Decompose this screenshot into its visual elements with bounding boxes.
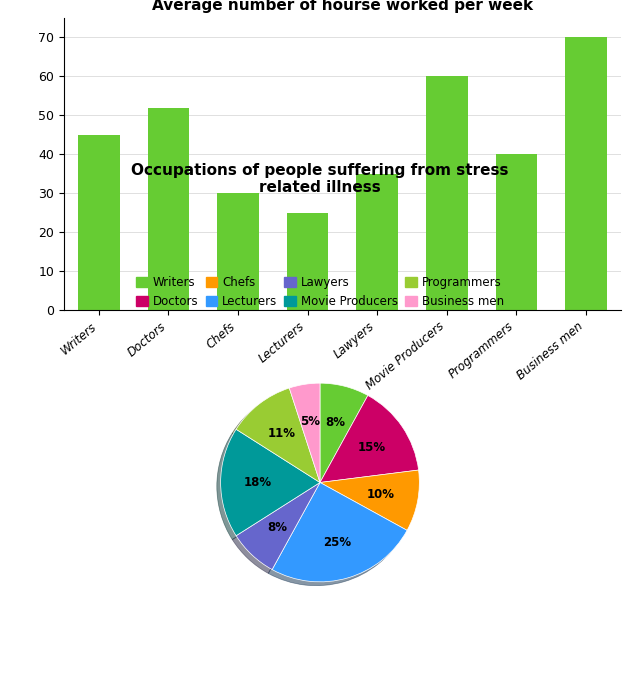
Text: 8%: 8% [268,522,287,534]
Text: 10%: 10% [367,488,395,500]
Wedge shape [289,383,320,482]
Wedge shape [236,482,320,570]
Wedge shape [320,395,419,482]
Wedge shape [221,429,320,536]
Text: 5%: 5% [300,414,320,428]
Bar [217,193,259,310]
Bar [565,38,607,310]
Title: Occupations of people suffering from stress
related illness: Occupations of people suffering from str… [131,162,509,195]
Bar [147,108,189,310]
Bar [287,213,328,310]
Wedge shape [320,470,419,531]
Text: 25%: 25% [323,536,351,549]
Bar [426,76,468,310]
Text: 15%: 15% [357,441,385,454]
Bar [356,174,398,310]
Text: 8%: 8% [326,416,346,429]
Title: Average number of hourse worked per week: Average number of hourse worked per week [152,0,533,13]
Text: 18%: 18% [244,476,272,489]
Bar [495,154,538,310]
Bar [78,135,120,310]
Text: 11%: 11% [268,427,296,440]
Legend: Writers, Doctors, Chefs, Lecturers, Lawyers, Movie Producers, Programmers, Busin: Writers, Doctors, Chefs, Lecturers, Lawy… [132,271,508,312]
Wedge shape [272,482,407,582]
Wedge shape [320,383,368,482]
Wedge shape [236,388,320,482]
Text: Hours worked and stress levels amongst professionals in eight groups: Hours worked and stress levels amongst p… [26,673,552,686]
